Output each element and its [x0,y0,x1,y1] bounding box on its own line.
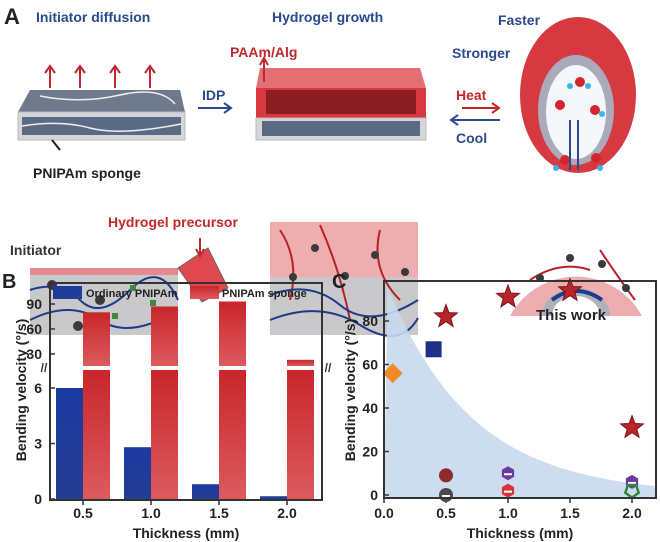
c-plot-frame [383,280,657,499]
faster-label: Faster [498,12,541,28]
b-legend-swatch-ordinary [53,286,82,299]
c-point-circle [439,468,453,483]
pnipam-sponge-label: PNIPAm sponge [33,165,141,181]
hydrogel-growth-label: Hydrogel growth [272,9,383,25]
c-x-tick-label: 2.0 [622,505,642,521]
c-point-hexagon-mark [504,473,512,476]
b-bar-sponge-upper [151,306,178,366]
b-bar-sponge-upper [287,359,314,366]
idp-label: IDP [202,87,225,103]
c-point-pentagon [623,483,641,500]
b-plot-frame [49,282,323,501]
panel-c-letter: C [332,271,346,293]
c-x-axis-label: Thickness (mm) [467,525,574,541]
b-bar-ordinary [124,447,151,499]
b-bar-ordinary [260,496,287,499]
b-legend-swatch-sponge [190,286,219,299]
c-point-star [557,277,583,302]
b-x-tick-label: 0.5 [73,505,93,521]
sponge-slab-illustration [17,64,186,151]
hydrogel-slab-illustration [255,55,427,141]
stronger-label: Stronger [452,45,511,61]
panel-c-chart: C Bending velocity (°/s) Thickness (mm) … [332,271,657,541]
panel-b-letter: B [2,271,16,293]
panel-b-chart: B Bending velocity (°/s) Thickness (mm) … [2,271,332,541]
c-y-tick-label: 0 [370,487,378,503]
initiator-label: Initiator [10,242,62,258]
b-y-tick-label: 0 [34,491,42,507]
c-point-diamond [382,363,403,384]
c-point-half-circle-mark [442,495,450,497]
c-y-tick-label: 60 [362,357,378,373]
cool-label: Cool [456,130,487,146]
panel-a-letter: A [4,4,20,29]
b-x-axis-label: Thickness (mm) [133,525,240,541]
heat-label: Heat [456,87,487,103]
c-y-tick-label: 40 [362,400,378,416]
c-point-hexagon-mark [504,490,512,493]
hydrogel-precursor-label: Hydrogel precursor [108,214,238,230]
diffusion-arrows-icon [44,64,156,88]
panel-a: A Initiator diffusion Hydrogel growth Fa… [4,4,642,337]
c-x-tick-label: 1.0 [498,505,518,521]
bending-tube-illustration [520,17,636,173]
cool-arrow-icon [449,114,500,126]
c-x-tick-label: 1.5 [560,505,580,521]
c-point-hexagon [501,483,515,498]
b-legend-ordinary: Ordinary PNIPAm [86,288,178,300]
b-bar-ordinary [192,484,219,499]
b-y-axis-label: Bending velocity (°/s) [13,319,29,462]
c-point-star [619,414,645,439]
c-x-tick-label: 0.5 [436,505,456,521]
b-bar-sponge-lower [287,370,314,499]
b-bar-sponge-lower [83,370,110,499]
b-x-tick-label: 1.0 [141,505,161,521]
b-bar-ordinary [56,388,83,499]
b-x-tick-label: 2.0 [277,505,297,521]
initiator-diffusion-label: Initiator diffusion [36,9,150,25]
c-point-square [425,341,442,358]
network-schematic-2 [269,222,419,337]
b-y-tick-label: 60 [26,321,42,337]
b-x-tick-label: 1.5 [209,505,229,521]
b-bar-sponge-lower [151,370,178,499]
paam-alg-label: PAAm/Alg [230,44,297,60]
heat-arrow-icon [462,102,501,114]
c-point-star [495,283,521,308]
b-y-tick-label: 6 [34,380,42,396]
b-y-tick-label: 90 [26,296,42,312]
c-x-tick-label: 0.0 [374,505,394,521]
b-y-tick-label: 3 [34,436,42,452]
c-y-tick-label: 80 [362,313,378,329]
this-work-annotation: This work [536,307,607,324]
b-axis-break-gap [40,366,332,370]
c-point-hexagon-mark [628,481,636,484]
b-bar-sponge-upper [219,301,246,366]
b-bar-sponge-lower [219,370,246,499]
network-schematic-3 [510,249,642,316]
b-legend-sponge: PNIPAm sponge [222,288,307,300]
b-axis-break-mark-right: // [325,361,332,375]
b-bar-sponge-upper [83,312,110,366]
c-shaded-region [384,286,657,498]
c-y-tick-label: 20 [362,444,378,460]
c-point-star [433,303,459,328]
b-y-tick-label: 30 [26,346,42,362]
c-y-axis-label: Bending velocity (°/s) [342,319,358,462]
b-axis-break-mark-left: // [41,361,48,375]
idp-arrow-icon [198,102,233,114]
